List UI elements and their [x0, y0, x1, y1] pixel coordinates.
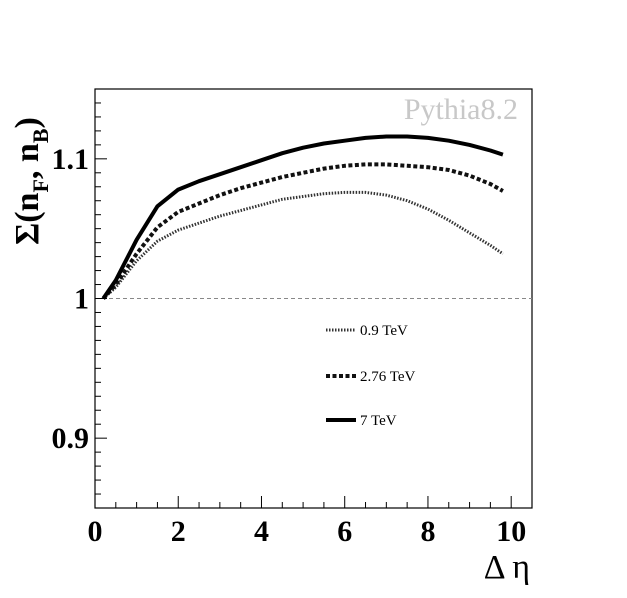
x-tick-label: 10	[496, 515, 526, 548]
x-tick-label: 4	[254, 515, 269, 548]
y-axis-label-mid: , n	[9, 143, 46, 179]
y-tick-label: 1	[74, 283, 89, 316]
legend-label: 2.76 TeV	[360, 369, 416, 385]
x-tick-label: 6	[337, 515, 352, 548]
series-group	[101, 134, 504, 300]
y-axis-label-end: )	[9, 117, 46, 128]
y-tick-label: 0.9	[52, 422, 90, 455]
y-axis-label-sub-f: F	[28, 179, 53, 192]
y-axis-label-sub-b: B	[28, 128, 53, 143]
series-line-3	[101, 134, 504, 300]
axis-ticks: 0 2 4 6 8 10 0.9 1 1.1	[52, 88, 533, 548]
x-axis-label: Δ η	[484, 549, 530, 586]
series-line-2	[101, 162, 504, 300]
series-line-1	[102, 190, 504, 300]
annotation-text: Pythia8.2	[404, 93, 518, 126]
x-tick-label: 2	[171, 515, 186, 548]
y-axis-label: Σ(nF, nB)	[9, 117, 53, 245]
y-axis-label-base: Σ(n	[9, 192, 46, 245]
legend: 0.9 TeV 2.76 TeV 7 TeV	[326, 323, 416, 429]
y-tick-label: 1.1	[52, 143, 90, 176]
legend-label: 7 TeV	[360, 413, 397, 429]
x-tick-label: 0	[88, 515, 103, 548]
legend-label: 0.9 TeV	[360, 323, 408, 339]
x-tick-label: 8	[420, 515, 435, 548]
